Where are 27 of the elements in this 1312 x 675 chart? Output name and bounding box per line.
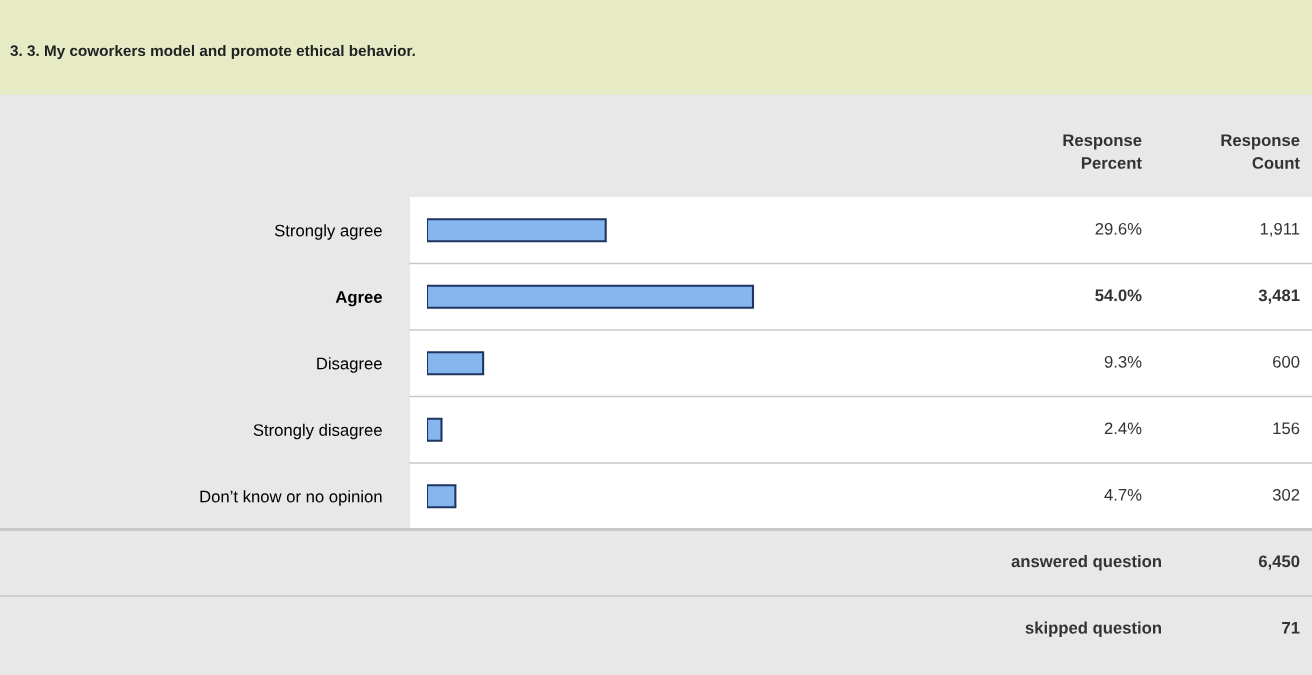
y-tick-label: Strongly disagree — [253, 423, 382, 440]
data-label: 2.4% — [1104, 422, 1142, 435]
text: skipped question — [1025, 621, 1161, 638]
y-tick-label: Don’t know or no opinion — [200, 490, 382, 506]
bar — [427, 351, 485, 376]
bar — [427, 218, 607, 243]
text: 6,450 — [1258, 555, 1300, 570]
text: answered question — [1011, 554, 1161, 571]
text: 302 — [1272, 488, 1300, 501]
data-label: 4.7% — [1104, 488, 1142, 501]
y-tick-label: Strongly agree — [274, 224, 382, 240]
data-label: 9.3% — [1104, 355, 1142, 368]
text: 1,911 — [1260, 222, 1300, 237]
y-tick-label: Agree — [335, 291, 382, 307]
data-label: 29.6% — [1095, 222, 1142, 235]
bar — [427, 484, 457, 509]
y-tick-label: Disagree — [317, 357, 382, 373]
bar — [427, 284, 755, 309]
data-label: 54.0% — [1095, 289, 1142, 302]
text: 156 — [1273, 422, 1300, 435]
bar — [427, 417, 443, 442]
text: 3,481 — [1258, 289, 1300, 304]
text: 71 — [1282, 622, 1300, 634]
text: Response Percent — [1063, 134, 1142, 169]
text: 600 — [1273, 355, 1300, 368]
text: Response Count — [1221, 134, 1300, 169]
text: 3. 3. My coworkers model and promote ethical behavior. — [10, 44, 415, 60]
